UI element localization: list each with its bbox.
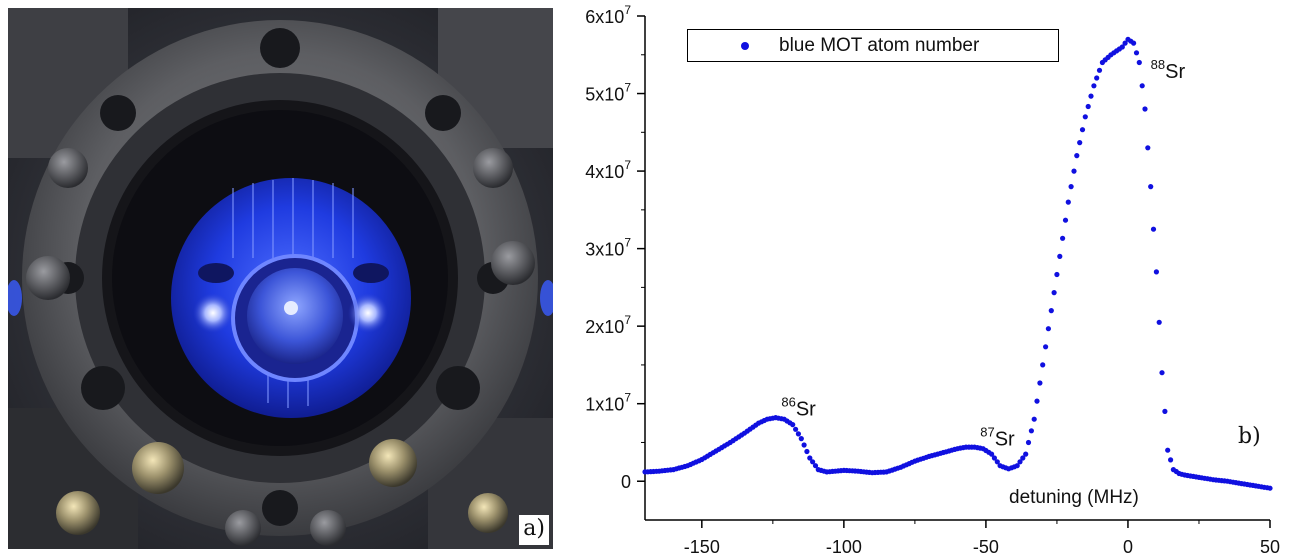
legend: blue MOT atom number — [687, 29, 1059, 62]
data-point — [1148, 184, 1154, 190]
y-tick-label: 6x107 — [585, 3, 631, 27]
y-tick-label: 4x107 — [585, 158, 631, 182]
data-point — [790, 422, 796, 428]
x-tick-label: -50 — [973, 537, 999, 557]
isotope-label: 88Sr — [1151, 57, 1186, 83]
data-point — [1159, 370, 1165, 376]
data-point — [1037, 380, 1043, 386]
data-point — [795, 431, 801, 437]
data-point — [1054, 271, 1060, 278]
data-point — [1085, 103, 1091, 110]
mot-chamber-photo: a) — [8, 8, 553, 549]
data-point — [1020, 455, 1026, 461]
x-tick-label: -100 — [826, 537, 862, 557]
data-point — [1065, 199, 1071, 205]
data-point — [1096, 67, 1103, 73]
data-point — [1043, 344, 1049, 350]
data-point — [1028, 428, 1034, 434]
x-tick-label: 50 — [1260, 537, 1280, 557]
data-point — [1142, 106, 1148, 112]
data-point — [793, 426, 799, 432]
data-point — [1145, 145, 1151, 151]
data-point — [1040, 362, 1046, 368]
atom-number-chart: -150 -100 -50 0 50 0 1x107 2x107 3x107 4x107 5x107… — [555, 0, 1299, 557]
y-tick-label: 2x107 — [585, 313, 631, 337]
panel-label-b: b) — [1238, 424, 1261, 449]
data-point — [1034, 398, 1040, 404]
data-point — [1267, 485, 1273, 491]
x-tick-label: 0 — [1123, 537, 1133, 557]
data-point — [994, 459, 1000, 465]
data-point — [991, 455, 997, 461]
data-point — [1068, 184, 1074, 190]
data-point — [1023, 451, 1029, 457]
data-point — [1162, 408, 1168, 414]
data-point — [804, 448, 810, 455]
isotope-label: 86Sr — [781, 394, 816, 420]
data-point — [807, 455, 813, 461]
data-point — [1079, 127, 1086, 133]
data-point — [1168, 457, 1174, 463]
data-point — [1031, 416, 1037, 422]
legend-label: blue MOT atom number — [779, 35, 980, 56]
data-point — [1150, 226, 1157, 232]
y-tick-label: 5x107 — [585, 81, 631, 105]
data-point — [1025, 439, 1032, 446]
data-point — [1048, 308, 1054, 314]
data-point — [1139, 83, 1145, 89]
data-point — [1122, 40, 1128, 46]
data-point — [1060, 235, 1066, 241]
data-point — [1051, 290, 1057, 296]
axis-ticks: -150 -100 -50 0 50 0 1x107 2x107 3x107 4x107 5x107… — [585, 3, 1280, 557]
axes — [644, 16, 1270, 521]
chart-canvas: -150 -100 -50 0 50 0 1x107 2x107 3x107 4x107 5x107… — [585, 3, 1280, 557]
data-point — [1082, 114, 1088, 120]
data-point — [798, 436, 804, 442]
data-point — [1045, 326, 1051, 332]
legend-marker — [741, 42, 749, 50]
chamber-illustration — [8, 8, 553, 549]
data-point — [801, 442, 807, 448]
x-tick-label: -150 — [684, 537, 720, 557]
data-point — [1094, 75, 1100, 81]
data-point — [812, 463, 819, 469]
data-point — [1133, 50, 1140, 56]
isotope-label: 87Sr — [980, 425, 1015, 451]
y-tick-label: 0 — [621, 472, 631, 492]
data-point — [1165, 447, 1171, 453]
data-point — [1062, 217, 1069, 223]
y-tick-label: 3x107 — [585, 236, 631, 260]
data-point — [1074, 153, 1080, 159]
data-point — [1017, 459, 1023, 465]
data-point — [1156, 319, 1162, 325]
data-point — [1014, 463, 1020, 469]
data-point — [1119, 44, 1125, 50]
panel-label-a: a) — [519, 515, 549, 545]
data-point — [989, 451, 995, 457]
data-point — [1088, 93, 1094, 99]
data-series-blue-mot — [642, 36, 1273, 491]
y-tick-label: 1x107 — [585, 391, 631, 415]
x-axis-label: detuning (MHz) — [1009, 487, 1139, 508]
isotope-annotations: 86Sr 87Sr 88Sr — [781, 57, 1185, 451]
data-point — [1153, 269, 1159, 275]
data-point — [810, 459, 816, 465]
data-point — [1136, 59, 1142, 66]
data-point — [1091, 83, 1097, 89]
data-point — [1077, 140, 1083, 146]
data-point — [1131, 40, 1137, 46]
data-point — [1057, 253, 1063, 259]
data-point — [1071, 168, 1077, 174]
